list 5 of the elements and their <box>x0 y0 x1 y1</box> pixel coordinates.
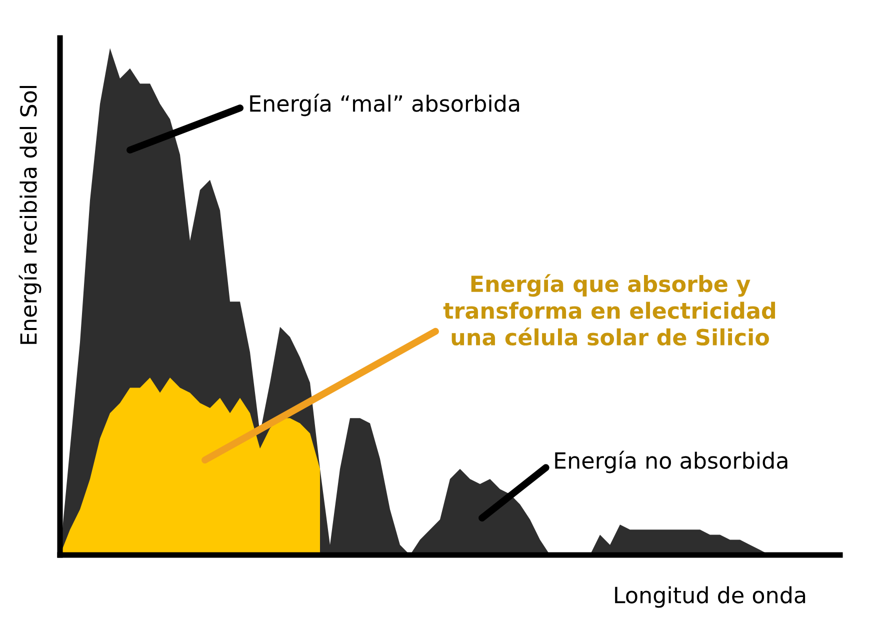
y-axis-title: Energía recibida del Sol <box>18 86 42 344</box>
x-axis-title: Longitud de onda <box>615 586 806 608</box>
annotation: Energía que absorbe y transforma en electricidad una célula solar de Silicio <box>443 274 776 346</box>
annotation: Energía “mal” absorbida <box>250 94 520 116</box>
annotation: Energía no absorbida <box>555 450 788 474</box>
